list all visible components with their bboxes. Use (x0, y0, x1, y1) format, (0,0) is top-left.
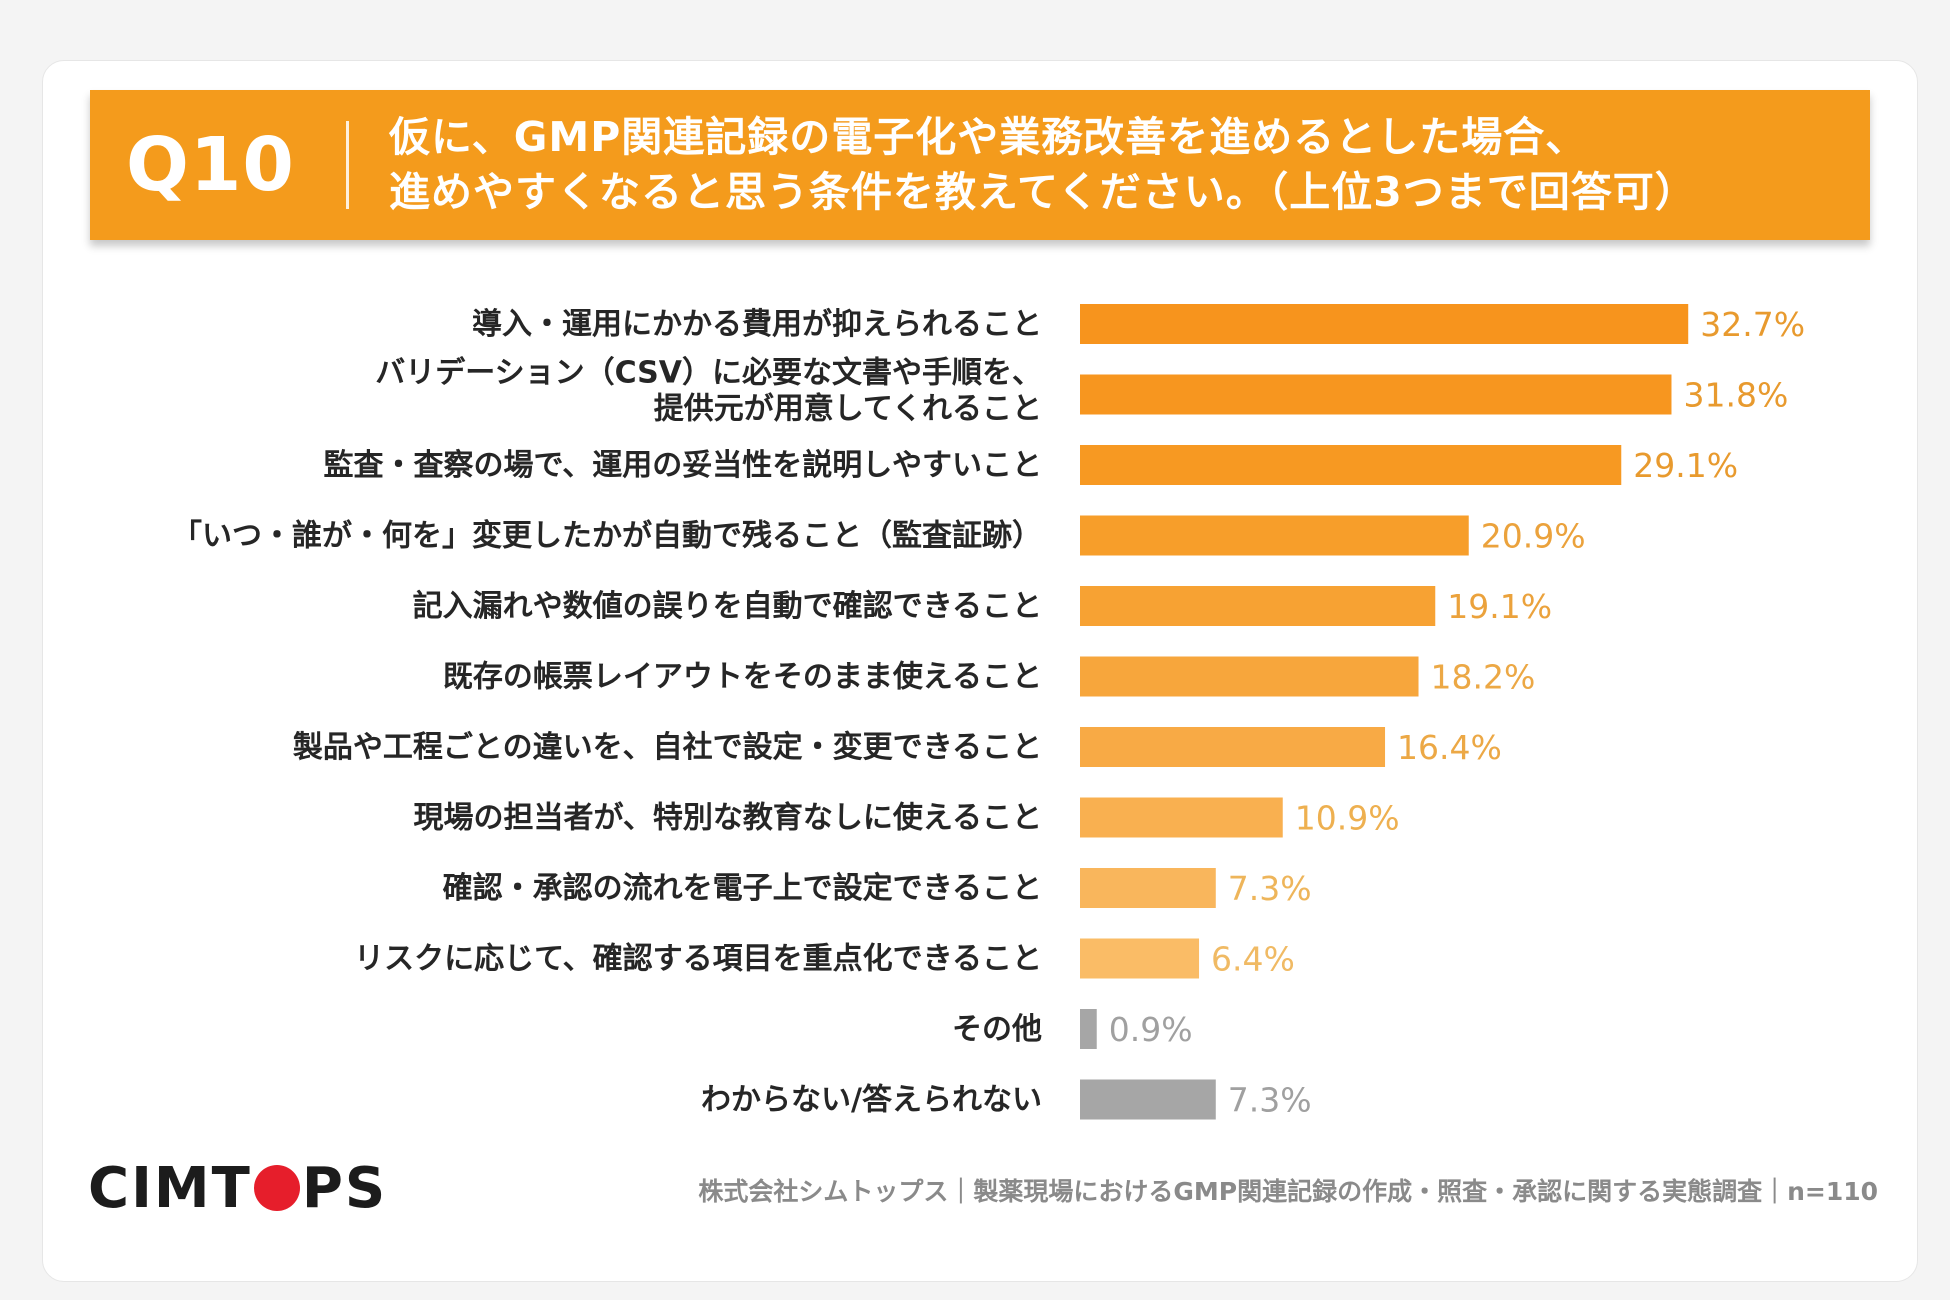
value-label-9: 7.3% (1228, 869, 1312, 908)
logo-text-start: CIMT (88, 1155, 252, 1221)
survey-source: 株式会社シムトップス｜製薬現場におけるGMP関連記録の作成・照査・承認に関する実… (698, 1177, 1878, 1206)
card (42, 60, 1918, 1282)
category-label-10: リスクに応じて、確認する項目を重点化できること (354, 942, 1042, 977)
bar-1 (1080, 304, 1689, 344)
bar-9 (1080, 868, 1216, 908)
logo-text-end: PS (301, 1155, 388, 1221)
company-logo: CIMT PS (88, 1155, 388, 1221)
logo-red-circle (253, 1165, 300, 1211)
value-label-12: 7.3% (1228, 1081, 1312, 1120)
category-label-2: バリデーション（CSV）に必要な文書や手順を、提供元が用意してくれること (375, 356, 1042, 427)
bar-2 (1080, 374, 1672, 415)
question-line-2: 進めやすくなると思う条件を教えてください。（上位3つまで回答可） (389, 168, 1697, 216)
value-label-11: 0.9% (1109, 1010, 1193, 1049)
category-label-11: その他 (952, 1012, 1042, 1047)
value-label-1: 32.7% (1700, 305, 1805, 344)
value-label-7: 16.4% (1397, 728, 1502, 767)
value-label-10: 6.4% (1211, 940, 1295, 979)
value-label-3: 29.1% (1633, 446, 1738, 485)
category-label-6: 既存の帳票レイアウトをそのまま使えること (443, 660, 1042, 695)
category-label-3: 監査・査察の場で、運用の妥当性を説明しやすいこと (324, 448, 1043, 483)
bar-6 (1080, 656, 1419, 697)
bar-5 (1080, 586, 1436, 626)
banner-divider (346, 121, 349, 209)
category-label-5: 記入漏れや数値の誤りを自動で確認できること (413, 589, 1042, 624)
bar-3 (1080, 445, 1622, 485)
bar-7 (1080, 727, 1386, 767)
category-label-8: 現場の担当者が、特別な教育なしに使えること (414, 801, 1043, 836)
category-label-4: 「いつ・誰が・何を」変更したかが自動で残ること（監査証跡） (172, 519, 1042, 554)
category-label-12: わからない/答えられない (701, 1083, 1042, 1118)
category-label-9: 確認・承認の流れを電子上で設定できること (443, 871, 1042, 906)
value-label-2: 31.8% (1683, 376, 1788, 415)
bar-12 (1080, 1079, 1216, 1120)
value-label-6: 18.2% (1431, 658, 1536, 697)
category-label-7: 製品や工程ごとの違いを、自社で設定・変更できること (293, 730, 1042, 765)
value-label-4: 20.9% (1481, 517, 1586, 556)
category-label-1: 導入・運用にかかる費用が抑えられること (472, 307, 1042, 342)
bar-4 (1080, 515, 1469, 556)
question-banner: Q10 仮に、GMP関連記録の電子化や業務改善を進めるとした場合、 進めやすくな… (90, 90, 1870, 240)
bar-10 (1080, 938, 1200, 979)
value-label-5: 19.1% (1447, 587, 1552, 626)
question-text: 仮に、GMP関連記録の電子化や業務改善を進めるとした場合、 進めやすくなると思う… (389, 110, 1697, 220)
value-label-8: 10.9% (1295, 799, 1400, 838)
bar-8 (1080, 797, 1283, 838)
question-line-1: 仮に、GMP関連記録の電子化や業務改善を進めるとした場合、 (389, 113, 1588, 161)
bar-11 (1080, 1009, 1097, 1049)
question-number: Q10 (126, 122, 295, 208)
